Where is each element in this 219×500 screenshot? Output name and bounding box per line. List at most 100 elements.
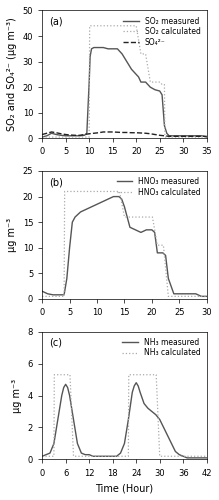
SO₂ measured [93, 44, 95, 51]
NH₃ calculated [100, 454, 102, 460]
NH₃ calculated [190, 454, 192, 460]
NH₃ measured [60, 392, 63, 398]
SO₄²⁻ [187, 134, 189, 140]
HNO₃ calculated [112, 188, 115, 194]
NH₃ measured [66, 384, 69, 390]
SO₂ calculated [205, 134, 208, 140]
HNO₃ measured [205, 294, 208, 300]
SO₂ calculated [159, 79, 161, 85]
HNO₃ calculated [129, 214, 131, 220]
HNO₃ calculated [145, 214, 148, 220]
NH₃ calculated [119, 454, 122, 460]
NH₃ measured [72, 416, 75, 422]
SO₂ measured [125, 58, 128, 64]
SO₂ measured [46, 133, 48, 139]
SO₂ calculated [41, 134, 43, 140]
NH₃ calculated [88, 454, 90, 460]
NH₃ measured [127, 416, 130, 422]
NH₃ calculated [194, 454, 196, 460]
SO₄²⁻ [191, 134, 194, 140]
HNO₃ measured [85, 206, 87, 212]
HNO₃ calculated [41, 294, 43, 300]
Y-axis label: μg m⁻³: μg m⁻³ [7, 218, 17, 252]
SO₂ calculated [149, 79, 152, 85]
SO₂ measured [173, 133, 175, 139]
NH₃ calculated [158, 454, 161, 460]
SO₂ calculated [135, 23, 138, 29]
NH₃ calculated [131, 372, 134, 378]
NH₃ measured [100, 454, 102, 460]
NH₃ calculated [147, 372, 149, 378]
SO₂ calculated [196, 134, 199, 140]
NH₃ calculated [64, 372, 67, 378]
NH₃ calculated [155, 372, 157, 378]
SO₂ calculated [85, 134, 88, 140]
SO₄²⁻ [64, 132, 67, 138]
SO₂ measured [85, 130, 88, 136]
SO₄²⁻ [46, 130, 48, 136]
NH₃ calculated [198, 454, 200, 460]
NH₃ measured [80, 450, 83, 456]
NH₃ measured [205, 455, 208, 461]
NH₃ calculated [162, 454, 165, 460]
NH₃ calculated [80, 454, 83, 460]
NH₃ calculated [57, 372, 59, 378]
SO₂ measured [154, 87, 156, 93]
SO₂ calculated [161, 82, 163, 87]
SO₂ measured [191, 133, 194, 139]
HNO₃ calculated [184, 294, 186, 300]
NH₃ measured [76, 440, 79, 446]
Line: SO₄²⁻: SO₄²⁻ [42, 132, 207, 136]
NH₃ calculated [123, 454, 126, 460]
SO₂ measured [161, 92, 163, 98]
HNO₃ calculated [52, 294, 55, 300]
SO₂ measured [90, 46, 93, 52]
Line: NH₃ calculated: NH₃ calculated [42, 374, 207, 456]
HNO₃ calculated [90, 188, 93, 194]
NH₃ calculated [53, 454, 55, 460]
SO₂ calculated [64, 134, 67, 140]
HNO₃ measured [167, 276, 170, 281]
HNO₃ measured [90, 204, 93, 210]
HNO₃ measured [162, 250, 164, 256]
HNO₃ measured [96, 202, 98, 207]
NH₃ calculated [76, 454, 79, 460]
SO₂ calculated [177, 134, 180, 140]
HNO₃ measured [140, 230, 142, 235]
HNO₃ measured [173, 291, 175, 297]
Line: HNO₃ measured: HNO₃ measured [42, 196, 207, 296]
NH₃ measured [166, 432, 169, 438]
NH₃ measured [178, 452, 181, 458]
HNO₃ measured [57, 292, 60, 298]
SO₄²⁻ [55, 130, 58, 136]
SO₂ measured [41, 134, 43, 140]
HNO₃ calculated [134, 214, 137, 220]
NH₃ measured [84, 452, 87, 458]
SO₂ calculated [173, 134, 175, 140]
HNO₃ calculated [46, 294, 49, 300]
HNO₃ measured [123, 204, 126, 210]
HNO₃ calculated [101, 188, 104, 194]
SO₂ calculated [163, 82, 166, 87]
HNO₃ calculated [205, 294, 208, 300]
NH₃ measured [92, 454, 94, 460]
HNO₃ measured [200, 294, 203, 300]
HNO₃ calculated [156, 242, 159, 248]
SO₂ calculated [60, 134, 62, 140]
SO₂ calculated [158, 79, 161, 85]
NH₃ calculated [127, 372, 130, 378]
NH₃ calculated [111, 454, 114, 460]
Y-axis label: μg m⁻³: μg m⁻³ [12, 378, 22, 412]
SO₂ measured [158, 88, 161, 94]
SO₂ calculated [154, 79, 156, 85]
NH₃ calculated [108, 454, 110, 460]
HNO₃ calculated [123, 214, 126, 220]
SO₂ calculated [140, 51, 142, 57]
HNO₃ measured [46, 291, 49, 297]
SO₂ calculated [78, 134, 81, 140]
NH₃ measured [194, 455, 196, 461]
HNO₃ calculated [63, 294, 65, 300]
HNO₃ measured [156, 250, 159, 256]
HNO₃ measured [178, 291, 181, 297]
HNO₃ calculated [167, 294, 170, 300]
